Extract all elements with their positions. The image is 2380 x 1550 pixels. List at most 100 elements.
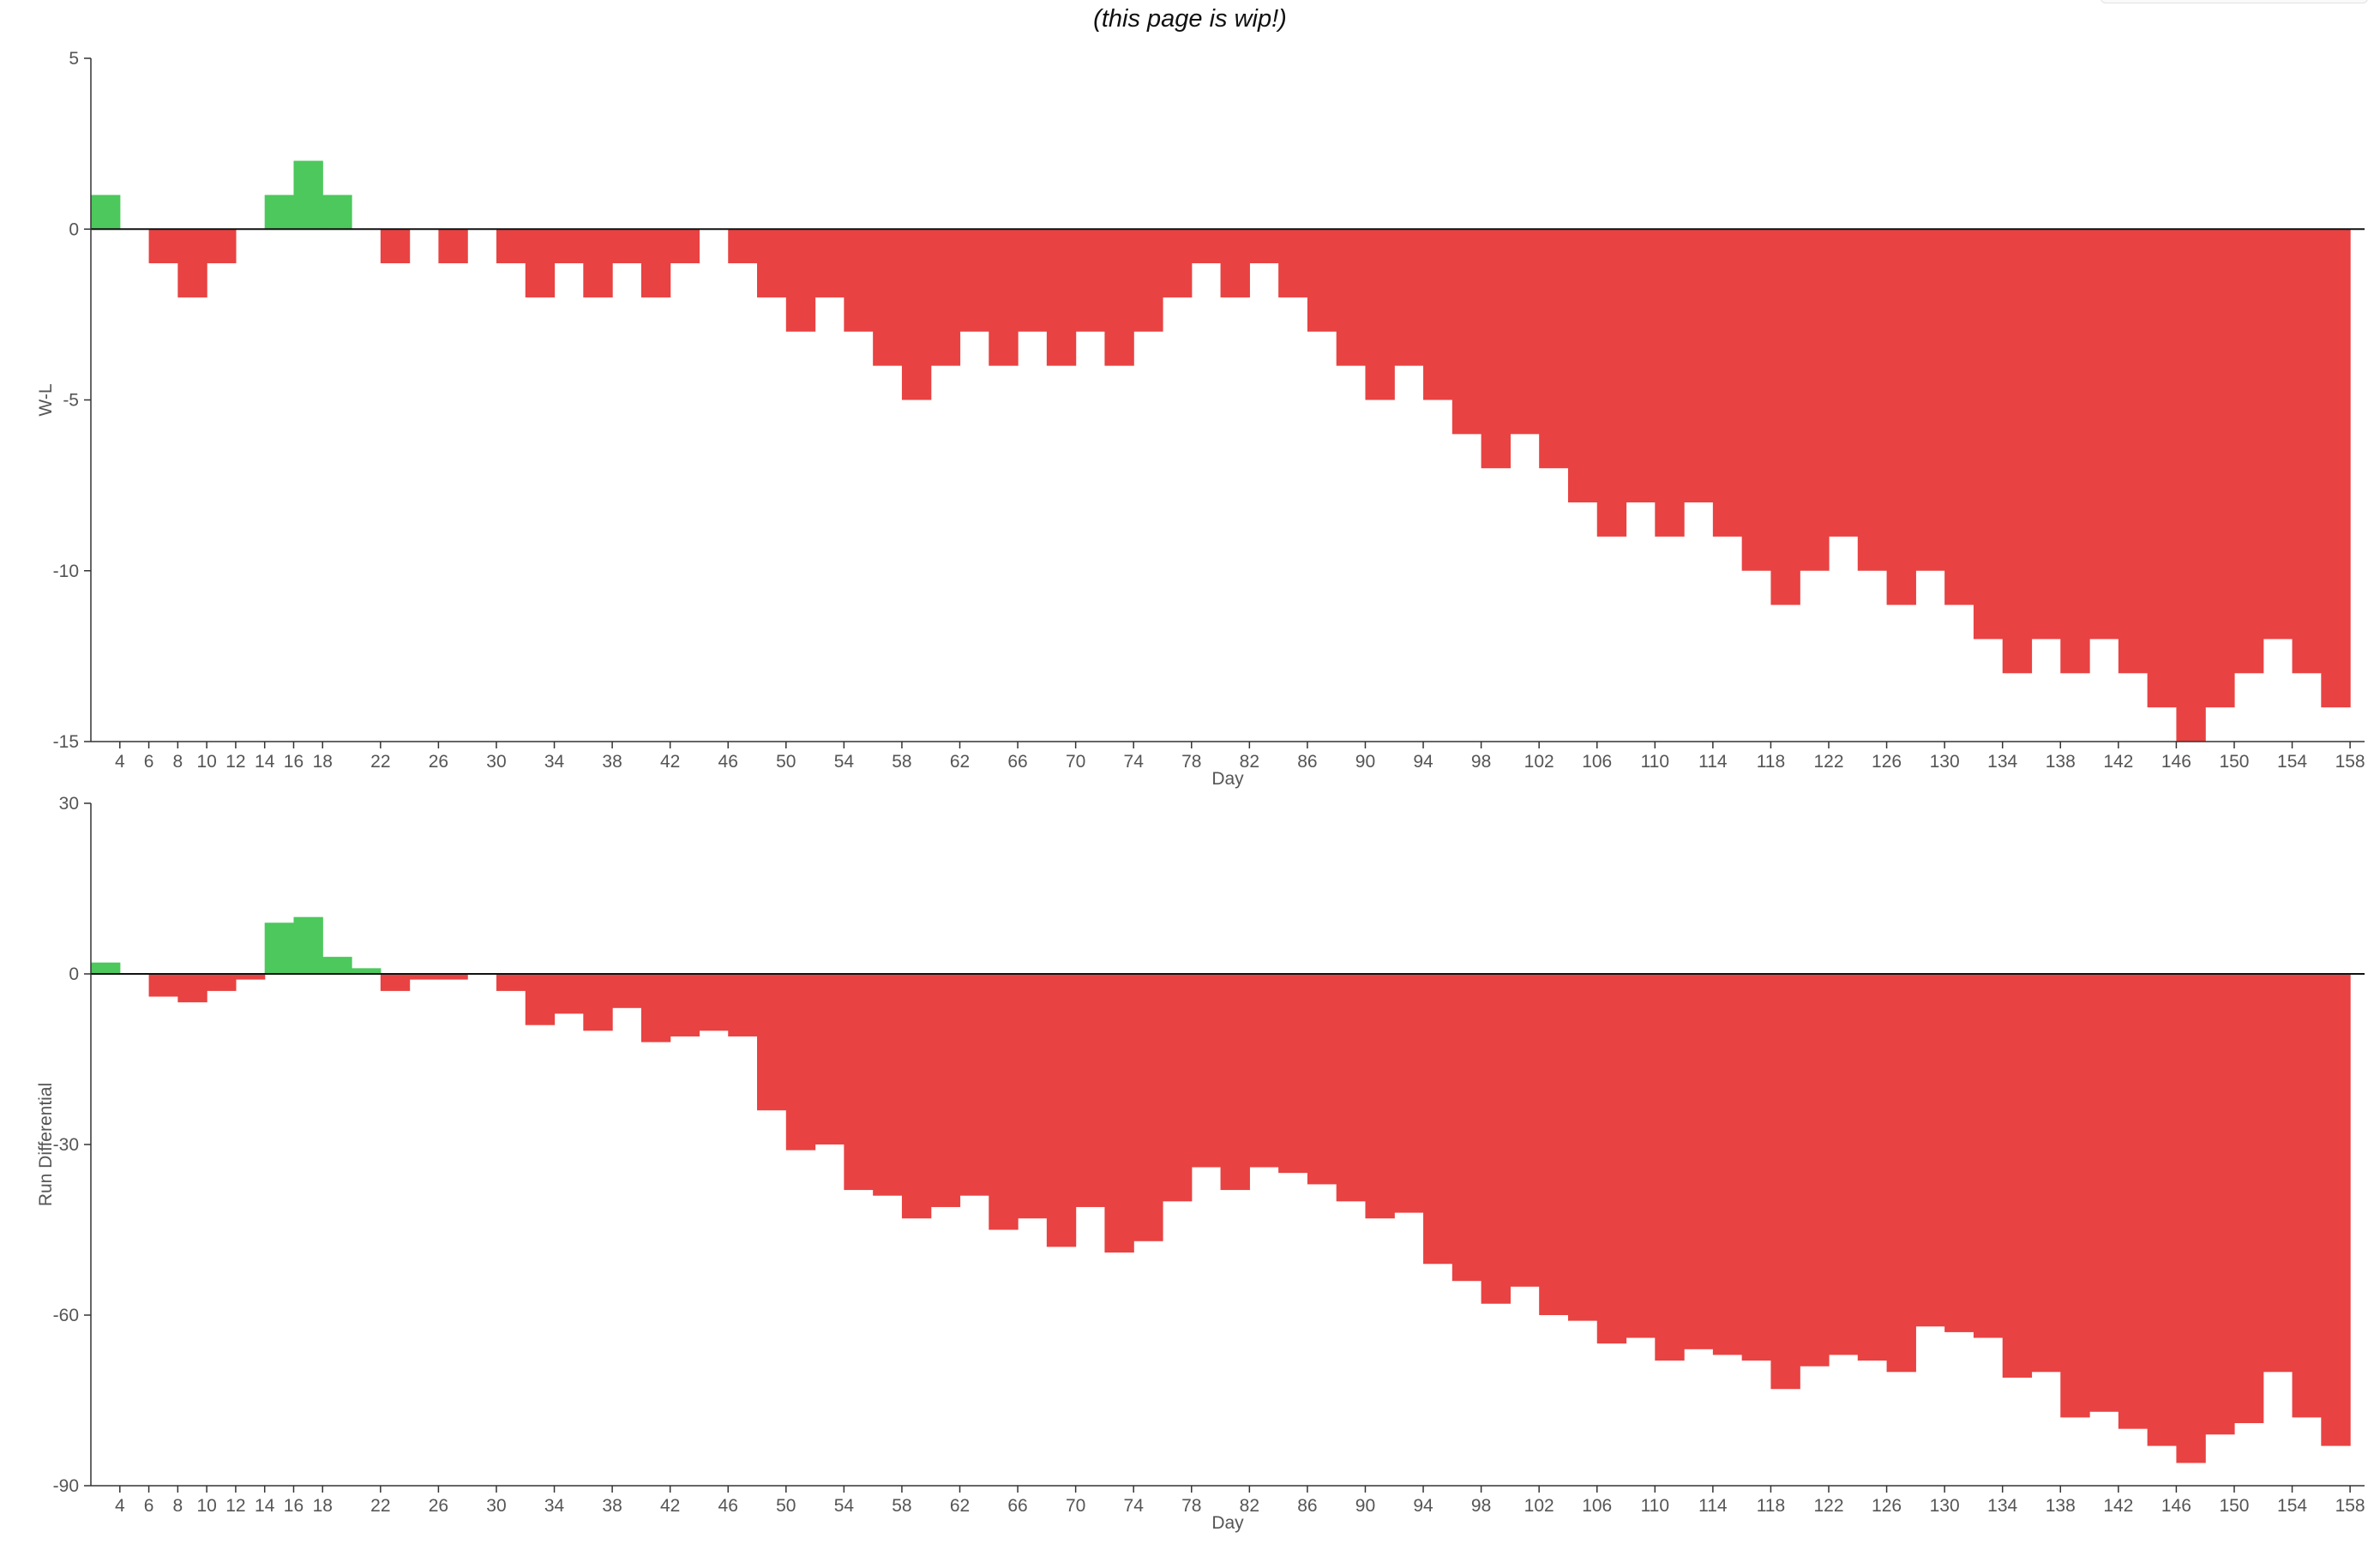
wl-bar[interactable] bbox=[1307, 229, 1337, 332]
rd-bar[interactable] bbox=[1684, 974, 1714, 1349]
rd-bar[interactable] bbox=[612, 974, 642, 1008]
wl-bar[interactable] bbox=[2321, 229, 2351, 708]
wl-bar[interactable] bbox=[1423, 229, 1453, 400]
wl-bar[interactable] bbox=[525, 229, 556, 297]
rd-bar[interactable] bbox=[264, 922, 295, 974]
wl-bar[interactable] bbox=[2263, 229, 2293, 640]
wl-bar[interactable] bbox=[1365, 229, 1395, 400]
rd-bar[interactable] bbox=[2002, 974, 2033, 1378]
wl-bar[interactable] bbox=[2031, 229, 2061, 640]
rd-bar[interactable] bbox=[583, 974, 613, 1031]
rd-bar[interactable] bbox=[1394, 974, 1424, 1213]
wl-bar[interactable] bbox=[554, 229, 584, 264]
rd-bar[interactable] bbox=[352, 968, 382, 974]
wl-bar[interactable] bbox=[901, 229, 932, 400]
wl-bar[interactable] bbox=[1539, 229, 1569, 469]
wl-bar[interactable] bbox=[1944, 229, 1974, 605]
wl-bar[interactable] bbox=[2147, 229, 2177, 708]
wl-bar[interactable] bbox=[177, 229, 207, 297]
rd-bar[interactable] bbox=[207, 974, 237, 991]
rd-bar[interactable] bbox=[1133, 974, 1163, 1241]
wl-bar[interactable] bbox=[2060, 229, 2090, 674]
rd-bar[interactable] bbox=[1162, 974, 1193, 1202]
wl-bar[interactable] bbox=[207, 229, 237, 264]
rd-bar[interactable] bbox=[322, 957, 352, 974]
wl-bar[interactable] bbox=[1800, 229, 1830, 571]
rd-bar[interactable] bbox=[2292, 974, 2322, 1418]
wl-bar[interactable] bbox=[1829, 229, 1859, 537]
rd-bar[interactable] bbox=[1104, 974, 1134, 1253]
rd-bar[interactable] bbox=[293, 916, 323, 974]
rd-bar[interactable] bbox=[1539, 974, 1569, 1315]
wl-bar[interactable] bbox=[670, 229, 700, 264]
rd-bar[interactable] bbox=[699, 974, 729, 1031]
rd-bar[interactable] bbox=[989, 974, 1019, 1230]
rd-bar[interactable] bbox=[2233, 974, 2264, 1424]
wl-bar[interactable] bbox=[1133, 229, 1163, 332]
wl-bar[interactable] bbox=[91, 195, 121, 230]
rd-bar[interactable] bbox=[91, 962, 121, 974]
rd-bar[interactable] bbox=[873, 974, 903, 1196]
wl-bar[interactable] bbox=[1278, 229, 1308, 297]
rd-bar[interactable] bbox=[1365, 974, 1395, 1219]
rd-bar[interactable] bbox=[1075, 974, 1106, 1207]
rd-bar[interactable] bbox=[2060, 974, 2090, 1418]
wl-bar[interactable] bbox=[1915, 229, 1945, 571]
rd-bar[interactable] bbox=[496, 974, 526, 991]
rd-bar[interactable] bbox=[1249, 974, 1279, 1168]
rd-bar[interactable] bbox=[1046, 974, 1077, 1247]
wl-bar[interactable] bbox=[2118, 229, 2149, 674]
wl-bar[interactable] bbox=[728, 229, 758, 264]
rd-bar[interactable] bbox=[380, 974, 411, 991]
wl-bar[interactable] bbox=[814, 229, 844, 297]
rd-bar[interactable] bbox=[1596, 974, 1627, 1344]
wl-bar[interactable] bbox=[1857, 229, 1888, 571]
rd-bar[interactable] bbox=[640, 974, 671, 1042]
wl-bar[interactable] bbox=[1596, 229, 1627, 537]
rd-bar[interactable] bbox=[1481, 974, 1511, 1304]
rd-bar[interactable] bbox=[1451, 974, 1482, 1282]
rd-bar[interactable] bbox=[2031, 974, 2061, 1373]
rd-bar[interactable] bbox=[670, 974, 700, 1036]
rd-bar[interactable] bbox=[2321, 974, 2351, 1446]
wl-bar[interactable] bbox=[1249, 229, 1279, 264]
rd-bar[interactable] bbox=[901, 974, 932, 1219]
rd-bar[interactable] bbox=[1191, 974, 1222, 1168]
wl-bar[interactable] bbox=[989, 229, 1019, 366]
wl-bar[interactable] bbox=[1075, 229, 1106, 332]
wl-bar[interactable] bbox=[959, 229, 989, 332]
wl-bar[interactable] bbox=[1567, 229, 1598, 503]
rd-bar[interactable] bbox=[1336, 974, 1367, 1202]
wl-bar[interactable] bbox=[1510, 229, 1540, 435]
wl-bar[interactable] bbox=[1220, 229, 1250, 297]
wl-bar[interactable] bbox=[757, 229, 787, 297]
wl-bar[interactable] bbox=[1018, 229, 1048, 332]
wl-bar[interactable] bbox=[1684, 229, 1714, 503]
rd-bar[interactable] bbox=[728, 974, 758, 1036]
rd-bar[interactable] bbox=[409, 974, 439, 980]
rd-bar[interactable] bbox=[1829, 974, 1859, 1355]
rd-bar[interactable] bbox=[2176, 974, 2206, 1463]
wl-bar[interactable] bbox=[1973, 229, 2004, 640]
wl-bar[interactable] bbox=[2292, 229, 2322, 674]
rd-bar[interactable] bbox=[2147, 974, 2177, 1446]
wl-bar[interactable] bbox=[612, 229, 642, 264]
wl-bar[interactable] bbox=[873, 229, 903, 366]
wl-bar[interactable] bbox=[380, 229, 411, 264]
wl-bar[interactable] bbox=[1191, 229, 1222, 264]
wl-bar[interactable] bbox=[1655, 229, 1685, 537]
rd-bar[interactable] bbox=[1220, 974, 1250, 1191]
wl-bar[interactable] bbox=[1481, 229, 1511, 469]
wl-bar[interactable] bbox=[2002, 229, 2033, 674]
rd-bar[interactable] bbox=[785, 974, 816, 1150]
wl-bar[interactable] bbox=[930, 229, 961, 366]
wl-bar[interactable] bbox=[1394, 229, 1424, 366]
rd-bar[interactable] bbox=[1423, 974, 1453, 1265]
rd-bar[interactable] bbox=[2089, 974, 2119, 1412]
wl-bar[interactable] bbox=[2089, 229, 2119, 640]
wl-bar[interactable] bbox=[148, 229, 178, 264]
rd-bar[interactable] bbox=[1857, 974, 1888, 1361]
wl-bar[interactable] bbox=[1886, 229, 1916, 605]
wl-bar[interactable] bbox=[1336, 229, 1367, 366]
wl-bar[interactable] bbox=[844, 229, 874, 332]
